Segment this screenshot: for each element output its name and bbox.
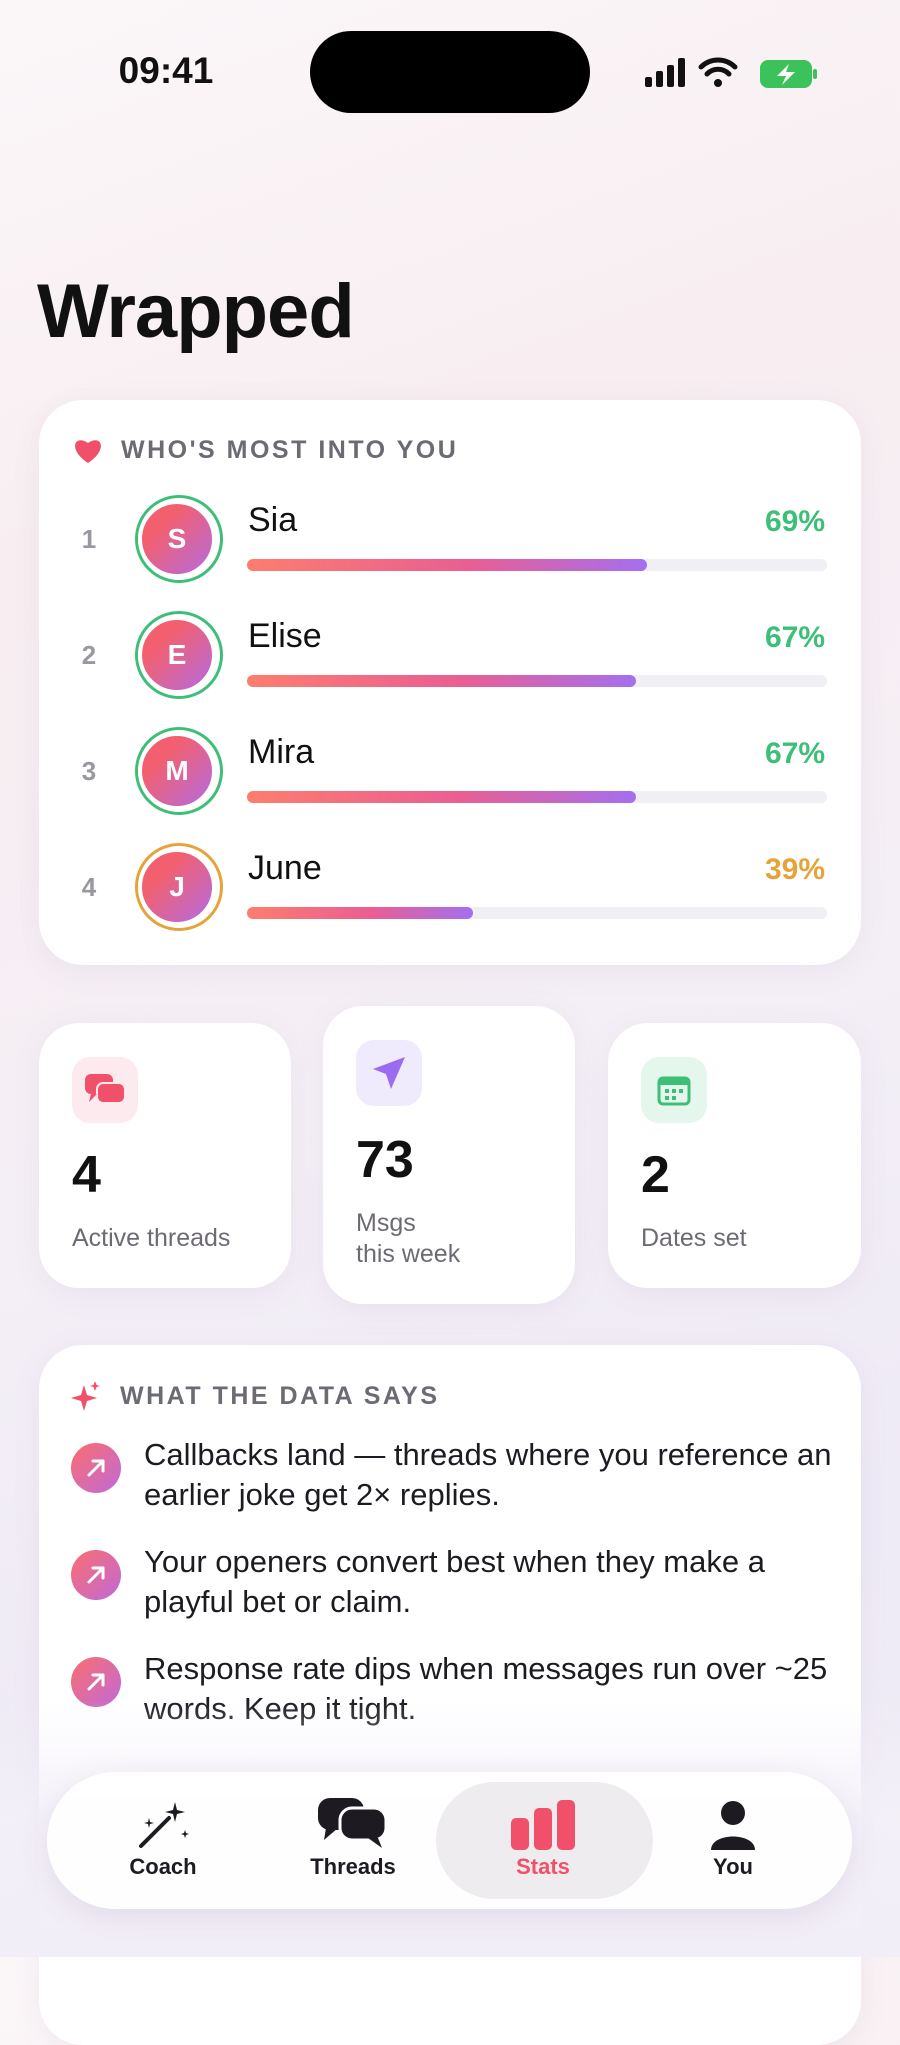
stat-value: 2 <box>641 1146 670 1204</box>
tab-icon-graphic <box>711 1801 755 1850</box>
stat-card: 4 Active threads <box>39 1023 291 1288</box>
avatar-ring <box>135 611 223 699</box>
tab-icon <box>63 1794 263 1850</box>
percent-label: 67% <box>764 621 825 654</box>
arrow-icon <box>87 1673 105 1691</box>
bar <box>247 559 648 571</box>
stat-value: 73 <box>356 1131 414 1189</box>
insight-text: Your openers convert best when they make… <box>144 1544 765 1619</box>
avatar-ring <box>135 727 223 815</box>
stat-value: 4 <box>72 1146 101 1204</box>
avatar: E <box>138 616 216 694</box>
send-icon <box>373 1057 405 1089</box>
person-name: Elise <box>248 617 322 655</box>
section-title: WHO'S MOST INTO YOU <box>121 436 459 464</box>
person-name: Sia <box>248 501 298 539</box>
heart-icon <box>75 440 101 463</box>
bar-track <box>247 559 827 571</box>
threads-icon <box>72 1057 138 1123</box>
percent-label: 39% <box>764 853 825 886</box>
rank-number: 4 <box>81 872 97 902</box>
rank-number: 1 <box>81 524 97 554</box>
sparkle-icon <box>71 1381 100 1411</box>
tab[interactable]: Stats <box>443 1794 643 1894</box>
bar-track <box>247 675 827 687</box>
tab-label: Threads <box>310 1854 396 1879</box>
tab-icon-graphic <box>139 1802 189 1848</box>
tab-icon <box>443 1794 643 1850</box>
avatar: J <box>138 848 216 926</box>
screen: {"status_bar": {"time": "09:41"}, "heade… <box>0 0 900 1957</box>
msgs-icon <box>356 1040 422 1106</box>
tab-icon-graphic <box>511 1800 575 1850</box>
page-title: Wrapped <box>37 269 355 354</box>
chat-icon <box>85 1074 126 1104</box>
ranking-card: WHO'S MOST INTO YOU 1 S Sia 69% 2 E Elise 67% 3 M… <box>39 400 861 965</box>
arrow-icon <box>87 1459 105 1477</box>
tab[interactable]: Threads <box>253 1794 453 1894</box>
status-icons <box>645 57 817 88</box>
rank-number: 2 <box>81 640 97 670</box>
status-time: 09:41 <box>118 50 214 91</box>
insight-icon <box>71 1550 121 1600</box>
avatar-ring <box>135 843 223 931</box>
dates-icon <box>641 1057 707 1123</box>
tab-label: You <box>713 1854 753 1879</box>
rank-number: 3 <box>81 756 97 786</box>
tab-label: Stats <box>516 1854 570 1879</box>
percent-label: 67% <box>764 737 825 770</box>
bar <box>247 791 636 803</box>
dynamic-island <box>310 31 590 113</box>
insight-icon <box>71 1657 121 1707</box>
stat-label: Active threads <box>72 1224 231 1252</box>
stat-label: Dates set <box>641 1224 747 1252</box>
tab[interactable]: Coach <box>63 1794 263 1894</box>
tab-icon-graphic <box>318 1798 388 1848</box>
person-name: June <box>248 849 322 887</box>
tab-bar: Coach Threads Stats You <box>47 1772 852 1909</box>
percent-label: 69% <box>764 505 825 538</box>
bar-track <box>247 791 827 803</box>
calendar-icon <box>657 1076 691 1106</box>
insight-text: Callbacks land — threads where you refer… <box>144 1437 832 1512</box>
tab-icon <box>253 1794 453 1850</box>
stat-card: 2 Dates set <box>608 1023 861 1288</box>
tab-label: Coach <box>129 1854 197 1879</box>
stat-card: 73 Msgs this week <box>323 1006 575 1304</box>
section-title: WHAT THE DATA SAYS <box>120 1382 440 1410</box>
arrow-icon <box>87 1566 105 1584</box>
avatar: M <box>138 732 216 810</box>
tab-icon <box>633 1794 833 1850</box>
stat-label: Msgs this week <box>356 1209 461 1268</box>
person-name: Mira <box>248 733 315 771</box>
tab[interactable]: You <box>633 1794 833 1894</box>
avatar-ring <box>135 495 223 583</box>
bar-track <box>247 907 827 919</box>
bar <box>247 675 636 687</box>
bar <box>247 907 474 919</box>
insight-icon <box>71 1443 121 1493</box>
avatar: S <box>138 500 216 578</box>
